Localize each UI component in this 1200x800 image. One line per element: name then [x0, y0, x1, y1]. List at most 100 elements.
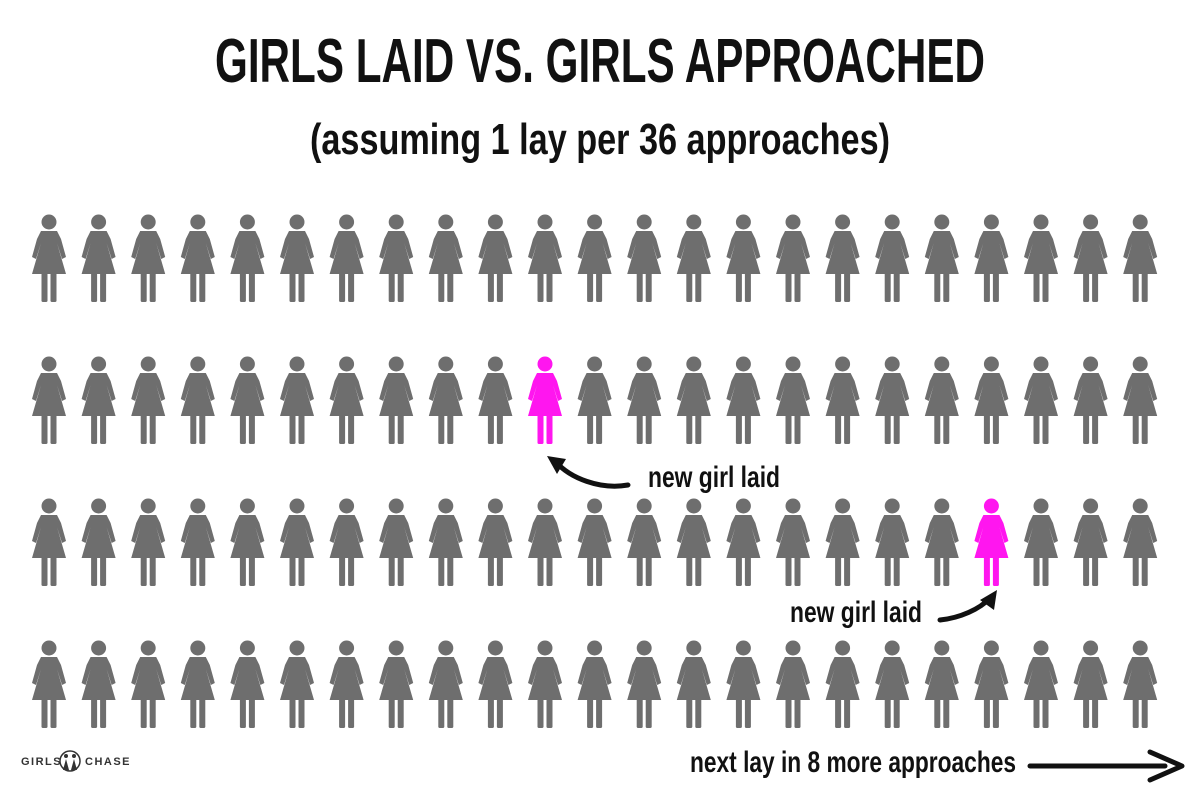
woman-figure-icon	[81, 356, 116, 444]
woman-figure-icon	[379, 640, 414, 728]
woman-figure-icon	[329, 640, 364, 728]
woman-figure-icon	[627, 498, 662, 586]
brand-right-word: CHASE	[85, 756, 131, 768]
woman-figure-icon	[726, 356, 761, 444]
second-lay-label: new girl laid	[790, 596, 922, 629]
woman-figure-icon	[875, 498, 910, 586]
woman-figure-icon	[280, 356, 314, 444]
woman-figure-icon	[577, 640, 612, 728]
woman-figure-icon	[875, 640, 910, 728]
woman-figure-icon	[428, 498, 463, 586]
woman-figure-icon	[1024, 640, 1058, 728]
woman-figure-icon	[329, 214, 364, 302]
woman-figure-icon	[32, 640, 66, 728]
woman-figure-icon	[1024, 214, 1058, 302]
next-lay-label: next lay in 8 more approaches	[690, 746, 1016, 779]
woman-figure-icon	[428, 356, 463, 444]
woman-figure-icon	[478, 640, 513, 728]
woman-figure-icon	[776, 640, 810, 728]
woman-figure-icon	[1123, 498, 1158, 586]
arrow-head-icon	[547, 456, 566, 474]
page-subtitle: (assuming 1 lay per 36 approaches)	[310, 115, 890, 164]
woman-figure-icon	[81, 214, 116, 302]
woman-figure-icon	[478, 498, 513, 586]
woman-figure-icon	[1073, 356, 1108, 444]
woman-figure-icon	[478, 214, 513, 302]
woman-figure-icon	[428, 214, 463, 302]
woman-figure-icon	[528, 640, 562, 728]
highlighted-woman-figure-icon	[528, 356, 562, 444]
woman-figure-icon	[726, 498, 761, 586]
woman-figure-icon	[180, 356, 215, 444]
woman-figure-icon	[131, 356, 166, 444]
woman-figure-icon	[825, 356, 860, 444]
woman-figure-icon	[428, 640, 463, 728]
page-title: GIRLS LAID VS. GIRLS APPROACHED	[215, 27, 985, 96]
woman-figure-icon	[676, 640, 711, 728]
woman-figure-icon	[280, 640, 314, 728]
woman-figure-icon	[577, 498, 612, 586]
arrow-head-icon	[980, 590, 997, 610]
woman-figure-icon	[627, 640, 662, 728]
woman-figure-icon	[1073, 214, 1108, 302]
woman-figure-icon	[627, 356, 662, 444]
woman-figure-icon	[1024, 356, 1058, 444]
woman-figure-icon	[32, 356, 66, 444]
woman-figure-icon	[329, 356, 364, 444]
brand-logo: GIRLS CHASE	[21, 750, 131, 772]
woman-figure-icon	[776, 214, 810, 302]
woman-figure-icon	[131, 214, 166, 302]
woman-figure-icon	[379, 214, 414, 302]
woman-figure-icon	[379, 498, 414, 586]
woman-figure-icon	[81, 498, 116, 586]
woman-figure-icon	[726, 640, 761, 728]
woman-figure-icon	[32, 498, 66, 586]
woman-figure-icon	[230, 640, 265, 728]
woman-figure-icon	[974, 640, 1009, 728]
woman-figure-icon	[924, 498, 959, 586]
woman-figure-icon	[1123, 640, 1158, 728]
woman-figure-icon	[379, 356, 414, 444]
woman-figure-icon	[676, 498, 711, 586]
woman-figure-icon	[478, 356, 513, 444]
woman-figure-icon	[528, 214, 562, 302]
woman-figure-icon	[924, 356, 959, 444]
woman-figure-icon	[776, 356, 810, 444]
woman-figure-icon	[974, 356, 1009, 444]
woman-figure-icon	[676, 214, 711, 302]
woman-figure-icon	[180, 640, 215, 728]
woman-figure-icon	[230, 498, 265, 586]
woman-figure-icon	[230, 356, 265, 444]
woman-figure-icon	[1024, 498, 1058, 586]
figure-grid	[32, 214, 1158, 728]
woman-figure-icon	[131, 640, 166, 728]
curved-arrow-icon	[553, 459, 631, 489]
second-lay-annotation: new girl laid	[790, 590, 997, 629]
girls-chase-logo-icon	[59, 750, 81, 772]
woman-figure-icon	[875, 214, 910, 302]
brand-left-word: GIRLS	[21, 756, 62, 768]
woman-figure-icon	[924, 214, 959, 302]
woman-figure-icon	[627, 214, 662, 302]
woman-figure-icon	[676, 356, 711, 444]
woman-figure-icon	[329, 498, 364, 586]
woman-figure-icon	[1123, 214, 1158, 302]
woman-figure-icon	[230, 214, 265, 302]
woman-figure-icon	[528, 498, 562, 586]
woman-figure-icon	[577, 356, 612, 444]
woman-figure-icon	[825, 214, 860, 302]
woman-figure-icon	[180, 498, 215, 586]
woman-figure-icon	[1073, 640, 1108, 728]
woman-figure-icon	[825, 640, 860, 728]
woman-figure-icon	[776, 498, 810, 586]
woman-figure-icon	[280, 498, 314, 586]
woman-figure-icon	[1123, 356, 1158, 444]
woman-figure-icon	[280, 214, 314, 302]
highlighted-woman-figure-icon	[974, 498, 1009, 586]
next-lay-annotation: next lay in 8 more approaches	[690, 746, 1185, 783]
woman-figure-icon	[726, 214, 761, 302]
woman-figure-icon	[924, 640, 959, 728]
woman-figure-icon	[131, 498, 166, 586]
woman-figure-icon	[180, 214, 215, 302]
